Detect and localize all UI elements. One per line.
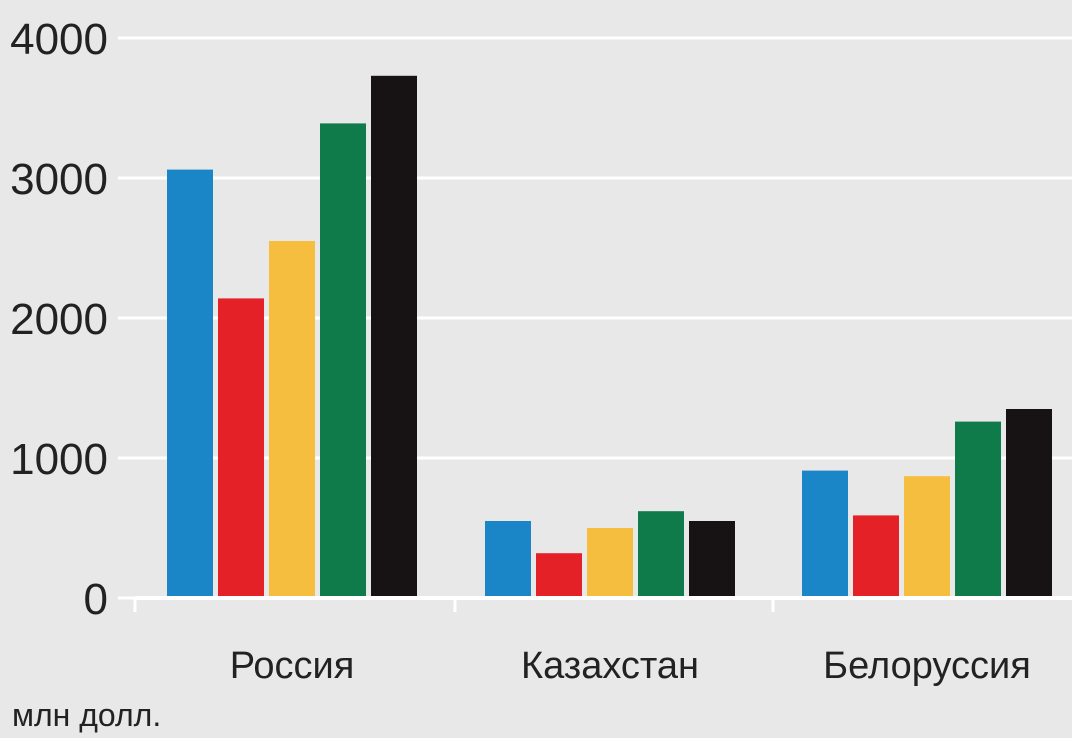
- bar: [689, 521, 735, 598]
- bar: [904, 476, 950, 598]
- y-tick-label: 0: [84, 575, 108, 624]
- bar: [536, 553, 582, 598]
- label-layer: 0 1000 2000 3000 4000 Россия Казахстан Белорусс…: [10, 15, 1031, 687]
- bar: [955, 421, 1001, 598]
- bar: [320, 123, 366, 599]
- bar: [853, 515, 899, 598]
- bar: [587, 528, 633, 598]
- y-tick-label: 2000: [10, 295, 108, 344]
- bar: [218, 298, 264, 598]
- unit-label: млн долл.: [12, 697, 161, 733]
- y-tick-label: 1000: [10, 435, 108, 484]
- y-tick-label: 3000: [10, 155, 108, 204]
- x-category-label: Белоруссия: [823, 645, 1031, 687]
- bar: [269, 241, 315, 598]
- bar: [802, 470, 848, 598]
- axis-layer: [118, 36, 1072, 612]
- bars-layer: [167, 75, 1052, 599]
- bar: [1006, 409, 1052, 598]
- bar: [638, 511, 684, 598]
- y-tick-label: 4000: [10, 15, 108, 64]
- x-category-label: Казахстан: [521, 645, 699, 687]
- bar: [167, 169, 213, 598]
- bar: [371, 75, 417, 599]
- bar: [485, 521, 531, 598]
- x-category-label: Россия: [230, 645, 355, 687]
